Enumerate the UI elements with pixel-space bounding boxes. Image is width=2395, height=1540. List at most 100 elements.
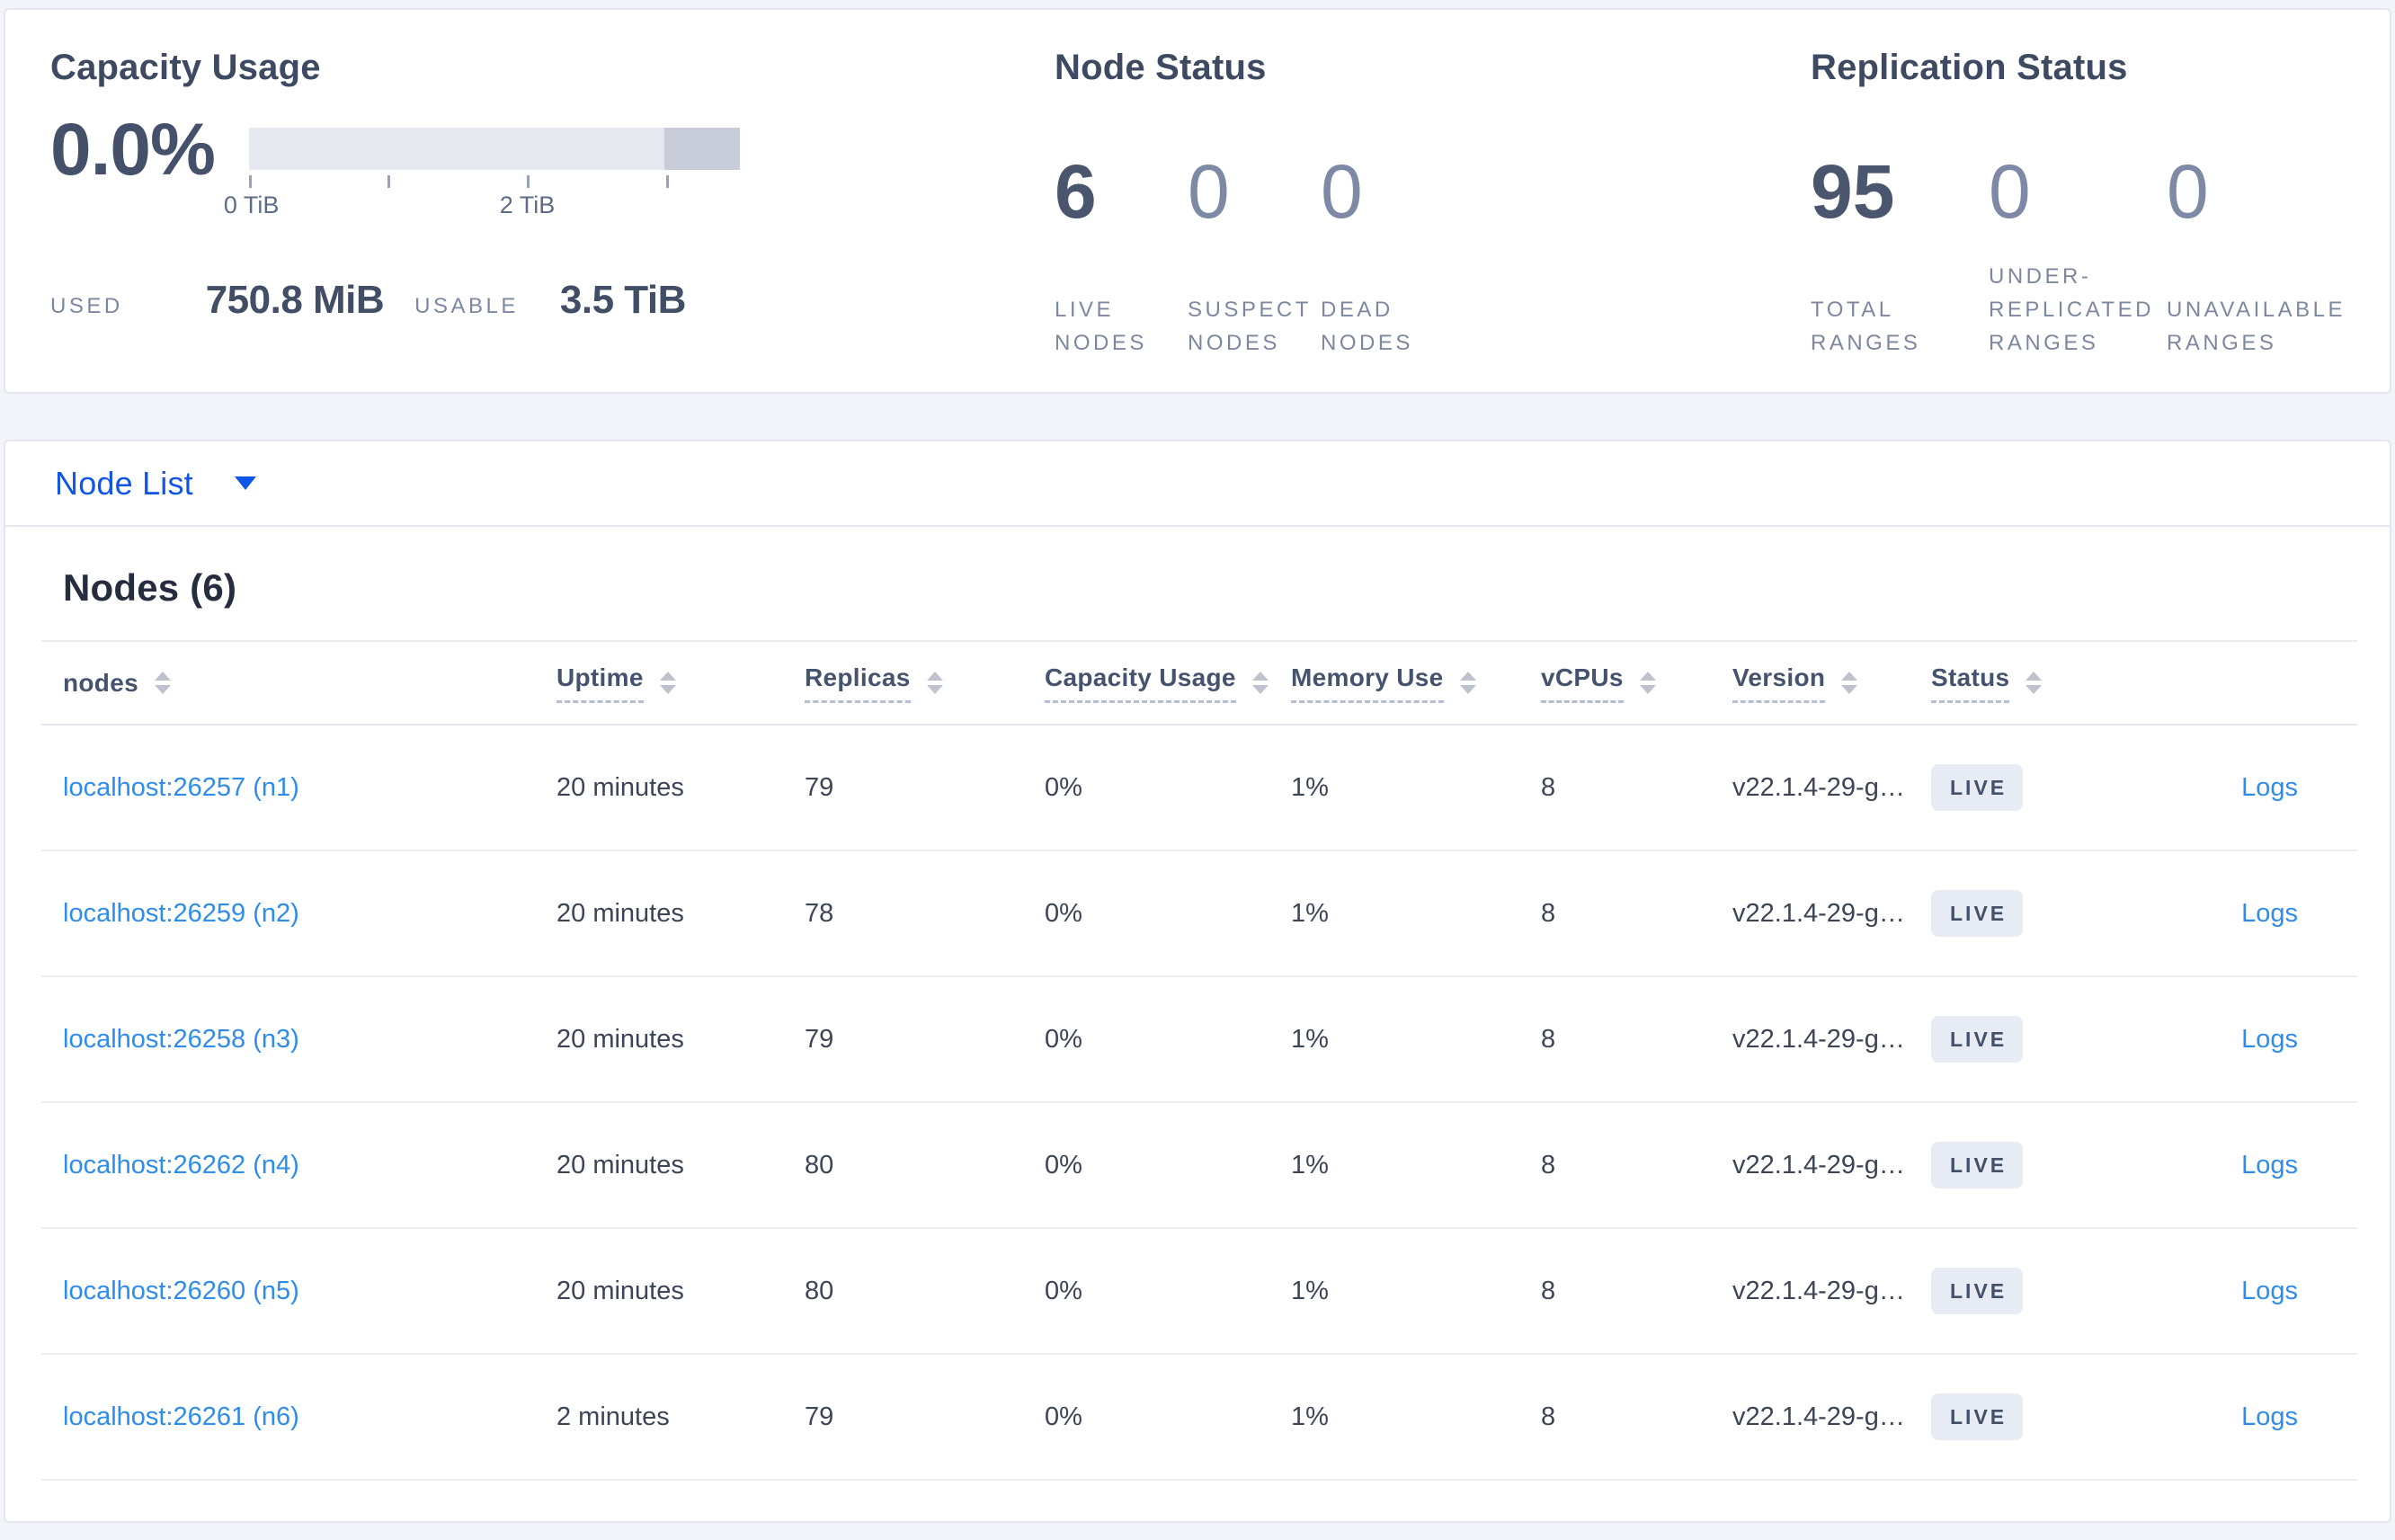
capacity-usage-cell: 0% xyxy=(1045,1228,1291,1355)
view-selector-bar: Node List xyxy=(4,440,2391,525)
node-list-dropdown[interactable]: Node List xyxy=(55,465,256,503)
capacity-bar-dark-segment xyxy=(663,128,740,170)
capacity-usage-cell: 0% xyxy=(1045,725,1291,851)
column-header-replicas[interactable]: Replicas xyxy=(805,641,1045,725)
column-header-version[interactable]: Version xyxy=(1732,641,1931,725)
status-cell: LIVE xyxy=(1931,1102,2165,1229)
node-cell: localhost:26257 (n1) xyxy=(41,725,556,851)
replicas-cell: 78 xyxy=(805,850,1045,977)
caret-down-icon xyxy=(234,476,256,490)
node-cell: localhost:26260 (n5) xyxy=(41,1228,556,1355)
tick-mark xyxy=(666,175,669,188)
node-cell: localhost:26259 (n2) xyxy=(41,850,556,977)
sort-arrows-icon xyxy=(1459,672,1476,694)
column-header-uptime[interactable]: Uptime xyxy=(556,641,805,725)
column-header-memory-use[interactable]: Memory Use xyxy=(1291,641,1541,725)
replication-status-section: Replication Status 95 TOTAL RANGES 0 UND… xyxy=(1811,48,2390,392)
dead-nodes-stat: 0 DEAD NODES xyxy=(1321,149,1454,360)
under-replicated-ranges-value: 0 xyxy=(1989,149,2031,234)
node-link[interactable]: localhost:26262 (n4) xyxy=(63,1150,299,1179)
sort-arrows-icon xyxy=(1251,672,1269,694)
table-row: localhost:26262 (n4) 20 minutes 80 0% 1%… xyxy=(41,1102,2357,1229)
node-link[interactable]: localhost:26260 (n5) xyxy=(63,1276,299,1305)
node-link[interactable]: localhost:26259 (n2) xyxy=(63,898,299,928)
live-status-badge: LIVE xyxy=(1931,1393,2024,1440)
capacity-usage-cell: 0% xyxy=(1045,1354,1291,1481)
sort-arrows-icon xyxy=(926,672,943,694)
live-nodes-value: 6 xyxy=(1055,149,1097,234)
vcpus-cell: 8 xyxy=(1541,1354,1732,1481)
tick-mark xyxy=(527,175,530,188)
table-row: localhost:26258 (n3) 20 minutes 79 0% 1%… xyxy=(41,976,2357,1103)
table-row: localhost:26260 (n5) 20 minutes 80 0% 1%… xyxy=(41,1228,2357,1355)
version-cell: v22.1.4-29-g… xyxy=(1732,725,1931,851)
logs-cell: Logs xyxy=(2165,850,2357,977)
uptime-cell: 20 minutes xyxy=(556,1228,805,1355)
node-cell: localhost:26258 (n3) xyxy=(41,976,556,1103)
memory-use-cell: 1% xyxy=(1291,1354,1541,1481)
unavailable-ranges-value: 0 xyxy=(2167,149,2209,234)
node-status-section: Node Status 6 LIVE NODES 0 SUSPECT NODES… xyxy=(1055,48,1811,392)
live-status-badge: LIVE xyxy=(1931,1142,2024,1188)
nodes-section-heading: Nodes (6) xyxy=(63,566,237,609)
sort-arrows-icon xyxy=(659,672,676,694)
column-header-vcpus[interactable]: vCPUs xyxy=(1541,641,1732,725)
capacity-usage-cell: 0% xyxy=(1045,1102,1291,1229)
logs-link[interactable]: Logs xyxy=(2241,1024,2298,1054)
suspect-nodes-value: 0 xyxy=(1188,149,1230,234)
replicas-cell: 79 xyxy=(805,1354,1045,1481)
column-header-nodes[interactable]: nodes xyxy=(41,641,556,725)
cluster-summary-card: Capacity Usage 0.0% 0 TiB 2 TiB xyxy=(4,8,2391,394)
sort-arrows-icon xyxy=(1639,672,1656,694)
status-cell: LIVE xyxy=(1931,976,2165,1103)
uptime-cell: 2 minutes xyxy=(556,1354,805,1481)
dead-nodes-value: 0 xyxy=(1321,149,1363,234)
live-status-badge: LIVE xyxy=(1931,890,2024,937)
tick-mark xyxy=(248,175,252,188)
capacity-usage-cell: 0% xyxy=(1045,976,1291,1103)
version-cell: v22.1.4-29-g… xyxy=(1732,1102,1931,1229)
memory-use-cell: 1% xyxy=(1291,976,1541,1103)
vcpus-cell: 8 xyxy=(1541,1102,1732,1229)
status-cell: LIVE xyxy=(1931,1228,2165,1355)
memory-use-cell: 1% xyxy=(1291,850,1541,977)
table-row: localhost:26261 (n6) 2 minutes 79 0% 1% … xyxy=(41,1354,2357,1481)
column-header-status[interactable]: Status xyxy=(1931,641,2165,725)
live-status-badge: LIVE xyxy=(1931,764,2024,811)
total-ranges-label: TOTAL RANGES xyxy=(1811,298,1921,355)
unavailable-ranges-label: UNAVAILABLE RANGES xyxy=(2167,298,2346,355)
vcpus-cell: 8 xyxy=(1541,850,1732,977)
node-link[interactable]: localhost:26257 (n1) xyxy=(63,772,299,802)
tick-label-2tib: 2 TiB xyxy=(499,191,556,218)
under-replicated-ranges-label: UNDER-REPLICATED RANGES xyxy=(1989,264,2154,355)
status-cell: LIVE xyxy=(1931,1354,2165,1481)
logs-link[interactable]: Logs xyxy=(2241,1276,2298,1305)
capacity-usage-cell: 0% xyxy=(1045,850,1291,977)
capacity-bar-track xyxy=(248,128,740,170)
node-link[interactable]: localhost:26261 (n6) xyxy=(63,1402,299,1431)
node-link[interactable]: localhost:26258 (n3) xyxy=(63,1024,299,1054)
logs-link[interactable]: Logs xyxy=(2241,1402,2298,1431)
logs-cell: Logs xyxy=(2165,1354,2357,1481)
logs-cell: Logs xyxy=(2165,1228,2357,1355)
logs-link[interactable]: Logs xyxy=(2241,898,2298,928)
live-nodes-stat: 6 LIVE NODES xyxy=(1055,149,1188,360)
total-ranges-stat: 95 TOTAL RANGES xyxy=(1811,149,1989,360)
sort-arrows-icon xyxy=(2026,672,2043,694)
replicas-cell: 80 xyxy=(805,1102,1045,1229)
node-list-dropdown-label: Node List xyxy=(55,464,193,502)
logs-link[interactable]: Logs xyxy=(2241,1150,2298,1179)
column-header-capacity-usage[interactable]: Capacity Usage xyxy=(1045,641,1291,725)
uptime-cell: 20 minutes xyxy=(556,1102,805,1229)
total-ranges-value: 95 xyxy=(1811,149,1895,234)
unavailable-ranges-stat: 0 UNAVAILABLE RANGES xyxy=(2167,149,2346,360)
vcpus-cell: 8 xyxy=(1541,976,1732,1103)
version-cell: v22.1.4-29-g… xyxy=(1732,1228,1931,1355)
usable-value: 3.5 TiB xyxy=(559,278,686,322)
logs-link[interactable]: Logs xyxy=(2241,772,2298,802)
logs-cell: Logs xyxy=(2165,976,2357,1103)
memory-use-cell: 1% xyxy=(1291,1102,1541,1229)
sort-arrows-icon xyxy=(1841,672,1858,694)
live-status-badge: LIVE xyxy=(1931,1268,2024,1314)
live-nodes-label: LIVE NODES xyxy=(1055,298,1147,355)
